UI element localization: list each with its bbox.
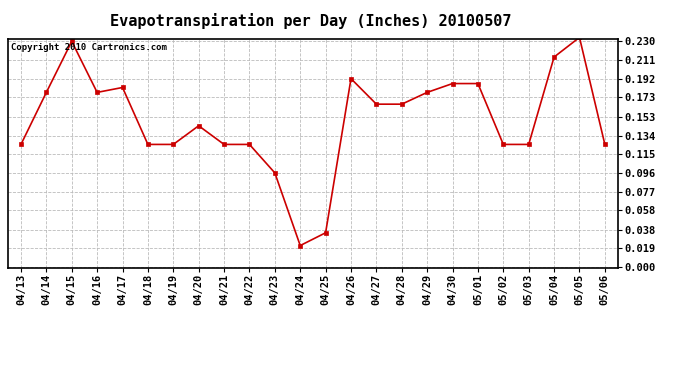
Text: Evapotranspiration per Day (Inches) 20100507: Evapotranspiration per Day (Inches) 2010… <box>110 13 511 29</box>
Text: Copyright 2010 Cartronics.com: Copyright 2010 Cartronics.com <box>11 43 167 52</box>
